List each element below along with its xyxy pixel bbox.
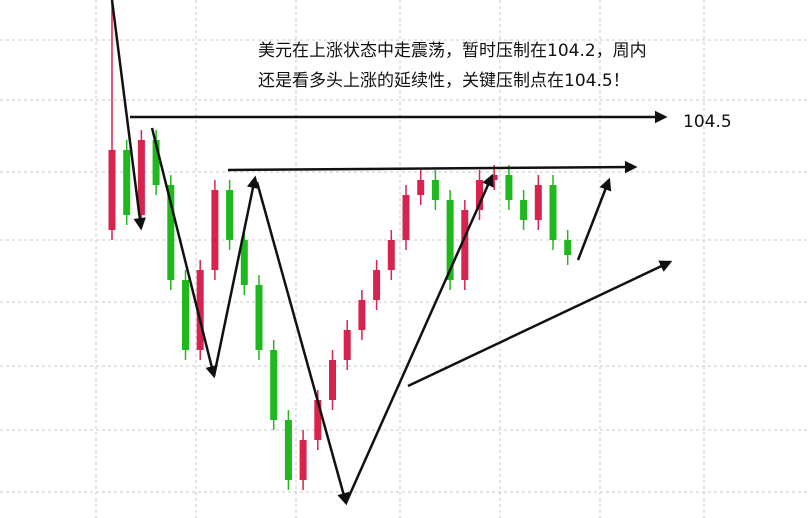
candle-body	[534, 185, 542, 220]
candle-body	[329, 360, 336, 400]
candle-body	[402, 195, 410, 240]
candle-body	[446, 200, 454, 280]
candle-body	[255, 285, 263, 350]
candle-body	[211, 190, 219, 270]
candle-body	[314, 400, 322, 440]
candle-body	[182, 280, 189, 350]
candle-body	[490, 175, 498, 180]
candle-body	[520, 200, 528, 220]
candle-body	[373, 270, 381, 300]
candle-body	[167, 185, 175, 280]
candle-body	[505, 175, 513, 200]
candle-body	[137, 140, 145, 215]
candle-body	[476, 180, 483, 210]
candle-body	[270, 350, 278, 420]
candle-body	[152, 140, 160, 185]
level-label: 104.5	[683, 112, 732, 132]
candle-body	[284, 420, 292, 480]
candle-body	[549, 185, 557, 240]
annotation-line: 还是看多头上涨的延续性，关键压制点在104.5！	[258, 71, 630, 91]
candles	[108, 0, 572, 490]
candle-body	[431, 180, 439, 200]
candle-body	[226, 190, 234, 240]
candle-body	[417, 180, 425, 195]
candle-body	[564, 240, 572, 255]
annotation-arrows	[110, 0, 673, 506]
candle-body	[123, 150, 131, 215]
candle-body	[196, 270, 204, 350]
candle-body	[358, 300, 366, 330]
candle-body	[240, 240, 248, 285]
candle-body	[387, 240, 395, 270]
annotation-line: 美元在上涨状态中走震荡，暂时压制在104.2，周内	[258, 41, 647, 61]
candle-body	[108, 150, 116, 230]
candle-body	[461, 210, 469, 280]
candle-body	[343, 330, 351, 360]
candle-body	[299, 440, 307, 480]
